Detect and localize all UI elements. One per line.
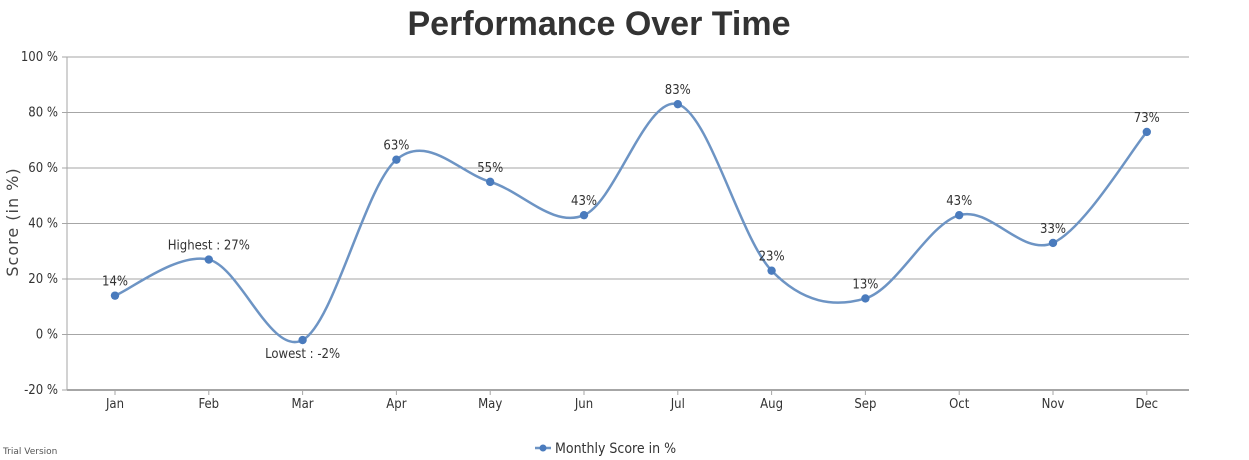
- data-label: 63%: [383, 139, 409, 154]
- data-label: 23%: [759, 250, 785, 265]
- y-tick-label: 40 %: [28, 217, 58, 232]
- y-tick-label: 20 %: [28, 272, 58, 287]
- data-label: 73%: [1134, 111, 1160, 126]
- x-tick-label: Jan: [105, 397, 124, 412]
- x-tick-label: Nov: [1042, 397, 1065, 412]
- y-tick-label: 0 %: [36, 328, 58, 343]
- data-label: Highest : 27%: [168, 239, 250, 254]
- y-axis-title: Score (in %): [3, 167, 22, 276]
- y-tick-label: 60 %: [28, 161, 58, 176]
- data-labels: 14% Highest : 27% Lowest : -2% 63% 55% 43% 83%…: [102, 83, 1160, 362]
- x-tick-label: Apr: [386, 397, 406, 412]
- x-tick-label: Jul: [670, 397, 685, 412]
- x-tick-label: Sep: [854, 397, 876, 412]
- data-point[interactable]: [110, 291, 120, 300]
- grid-lines: [67, 56, 1189, 391]
- x-tick-label: Aug: [760, 397, 783, 412]
- x-tick-label: Dec: [1135, 397, 1158, 412]
- series-group: [110, 99, 1152, 345]
- data-point[interactable]: [1048, 238, 1058, 248]
- y-axis: -20 % 0 % 20 % 40 % 60 % 80 % 100 %: [21, 50, 68, 398]
- data-point[interactable]: [298, 335, 307, 345]
- data-label: 33%: [1040, 222, 1066, 237]
- y-tick-label: 100 %: [21, 50, 58, 65]
- chart-title: Performance Over Time: [408, 5, 791, 43]
- trial-version-watermark: Trial Version: [2, 447, 57, 457]
- x-tick-label: May: [478, 397, 502, 412]
- legend-label: Monthly Score in %: [555, 441, 676, 457]
- data-label: 55%: [477, 161, 503, 176]
- data-point[interactable]: [579, 210, 589, 220]
- data-point[interactable]: [204, 255, 213, 264]
- data-label: 43%: [946, 194, 972, 209]
- x-tick-label: Feb: [198, 397, 219, 412]
- x-axis: Jan Feb Mar Apr May Jun Jul Aug Sep Oct Nov Dec: [67, 389, 1189, 412]
- data-point[interactable]: [1142, 127, 1152, 137]
- series-line: [114, 102, 1148, 344]
- legend[interactable]: Monthly Score in %: [535, 441, 676, 457]
- data-point[interactable]: [767, 266, 776, 275]
- data-label: 13%: [852, 277, 878, 292]
- x-tick-label: Mar: [292, 397, 314, 412]
- y-tick-label: 80 %: [28, 106, 58, 121]
- data-point[interactable]: [486, 177, 495, 187]
- data-label: 83%: [665, 83, 691, 98]
- data-point[interactable]: [861, 294, 870, 303]
- x-tick-label: Oct: [949, 397, 970, 412]
- data-point[interactable]: [673, 99, 682, 109]
- legend-marker-icon: [539, 444, 547, 452]
- data-point[interactable]: [955, 210, 964, 220]
- data-label: 43%: [571, 194, 597, 209]
- data-label: 14%: [102, 275, 128, 290]
- x-tick-label: Jun: [574, 397, 593, 412]
- data-point[interactable]: [392, 155, 401, 164]
- data-label: Lowest : -2%: [265, 347, 340, 362]
- y-tick-label: -20 %: [24, 383, 58, 398]
